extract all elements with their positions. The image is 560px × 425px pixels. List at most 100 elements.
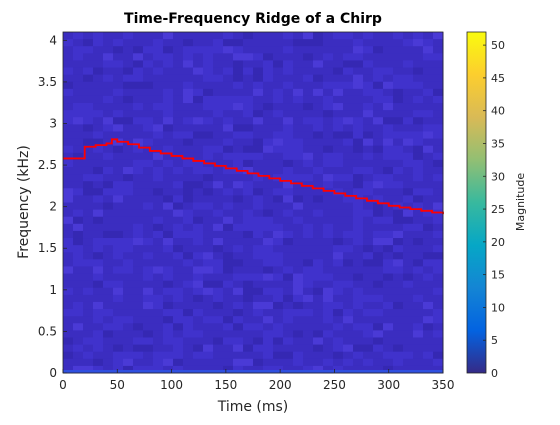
heatmap-cell <box>143 117 154 125</box>
heatmap-cell <box>273 344 284 353</box>
heatmap-cell <box>133 95 144 104</box>
heatmap-cell <box>383 110 394 118</box>
heatmap-cell <box>173 195 184 203</box>
heatmap-cell <box>113 216 124 225</box>
heatmap-cell <box>113 209 124 218</box>
heatmap-cell <box>353 273 364 282</box>
heatmap-cell <box>163 152 174 161</box>
heatmap-cell <box>373 103 384 111</box>
heatmap-cell <box>263 358 274 367</box>
heatmap-cell <box>163 287 174 296</box>
heatmap-cell <box>273 88 284 97</box>
heatmap-cell <box>433 238 444 246</box>
heatmap-cell <box>283 39 294 47</box>
heatmap-cell <box>103 145 114 154</box>
heatmap-cell <box>133 174 144 182</box>
heatmap-cell <box>423 252 434 260</box>
heatmap-cell <box>113 252 124 260</box>
heatmap-cell <box>63 67 74 76</box>
heatmap-cell <box>253 316 264 324</box>
heatmap-cell <box>363 287 374 296</box>
heatmap-cell <box>373 152 384 161</box>
heatmap-cell <box>293 32 304 40</box>
heatmap-cell <box>283 358 294 367</box>
heatmap-cell <box>113 46 124 54</box>
heatmap-cell <box>213 103 224 111</box>
heatmap-cell <box>333 95 344 104</box>
heatmap-cell <box>323 195 334 203</box>
heatmap-cell <box>313 344 324 353</box>
heatmap-cell <box>353 344 364 353</box>
heatmap-cell <box>323 88 334 97</box>
heatmap-cell <box>303 294 314 303</box>
heatmap-cell <box>143 259 154 267</box>
heatmap-cell <box>83 181 94 189</box>
heatmap-cell <box>173 323 184 331</box>
heatmap-cell <box>113 124 124 132</box>
heatmap-cell <box>353 110 364 118</box>
heatmap-cell <box>383 188 394 196</box>
heatmap-cell <box>133 238 144 246</box>
heatmap-cell <box>373 67 384 76</box>
heatmap-cell <box>203 358 214 367</box>
heatmap-cell <box>303 60 314 69</box>
heatmap-cell <box>283 46 294 54</box>
heatmap-cell <box>423 174 434 182</box>
heatmap-cell <box>73 159 84 168</box>
heatmap-cell <box>433 152 444 161</box>
heatmap-cell <box>123 95 134 104</box>
heatmap-cell <box>153 39 164 47</box>
heatmap-cell <box>303 152 314 161</box>
heatmap-cell <box>283 323 294 331</box>
heatmap-cell <box>393 53 404 61</box>
heatmap-cell <box>193 174 204 182</box>
heatmap-cell <box>73 294 84 303</box>
heatmap-cell <box>373 188 384 196</box>
heatmap-cell <box>363 174 374 182</box>
heatmap-cell <box>153 131 164 140</box>
heatmap-cell <box>353 53 364 61</box>
heatmap-cell <box>293 287 304 296</box>
heatmap-cell <box>303 131 314 140</box>
heatmap-cell <box>183 294 194 303</box>
heatmap-cell <box>253 81 264 90</box>
heatmap-cell <box>123 238 134 246</box>
heatmap-cell <box>133 323 144 331</box>
heatmap-cell <box>153 67 164 76</box>
heatmap-cell <box>263 74 274 83</box>
heatmap-cell <box>213 81 224 90</box>
heatmap-cell <box>283 88 294 97</box>
heatmap-cell <box>373 266 384 275</box>
heatmap-cell <box>203 138 214 147</box>
heatmap-cell <box>203 95 214 104</box>
heatmap-cell <box>243 117 254 125</box>
heatmap-cell <box>183 174 194 182</box>
heatmap-cell <box>303 195 314 203</box>
heatmap-cell <box>183 358 194 367</box>
heatmap-cell <box>283 266 294 275</box>
heatmap-cell <box>383 67 394 76</box>
heatmap-cell <box>83 230 94 239</box>
heatmap-cell <box>63 358 74 367</box>
heatmap-cell <box>233 238 244 246</box>
heatmap-cell <box>73 88 84 97</box>
heatmap-cell <box>173 358 184 367</box>
heatmap-cell <box>153 259 164 267</box>
heatmap-cell <box>343 88 354 97</box>
heatmap-cell <box>253 294 264 303</box>
heatmap-cell <box>93 266 104 275</box>
heatmap-cell <box>83 280 94 289</box>
heatmap-cell <box>173 351 184 360</box>
heatmap-cell <box>113 88 124 97</box>
heatmap-cell <box>233 358 244 367</box>
heatmap-cell <box>263 223 274 232</box>
heatmap-cell <box>323 39 334 47</box>
heatmap-cell <box>403 103 414 111</box>
heatmap-cell <box>213 323 224 331</box>
heatmap-cell <box>393 88 404 97</box>
heatmap-cell <box>133 330 144 338</box>
heatmap-cell <box>213 145 224 154</box>
heatmap-cell <box>413 301 424 310</box>
heatmap-cell <box>283 287 294 296</box>
heatmap-cell <box>213 358 224 367</box>
